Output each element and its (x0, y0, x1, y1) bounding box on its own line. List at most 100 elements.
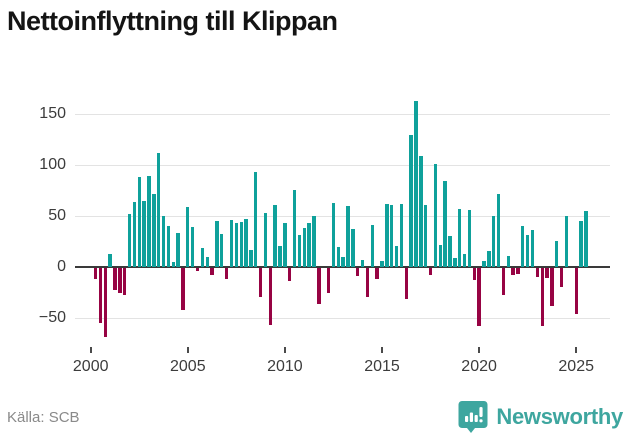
gridline-150 (75, 114, 610, 115)
x-axis-label-2025: 2025 (558, 358, 594, 375)
y-axis-label: 150 (39, 105, 66, 122)
bar (108, 254, 112, 267)
bar (288, 268, 292, 282)
bar (137, 177, 141, 267)
bar (244, 218, 248, 267)
bar (482, 260, 486, 267)
bar (210, 268, 214, 276)
bar (127, 213, 132, 267)
x-axis-label-2020: 2020 (461, 358, 497, 375)
bar (224, 268, 229, 280)
bar (521, 225, 525, 267)
bar (404, 268, 408, 299)
bar (98, 268, 103, 323)
x-tick-2015 (381, 347, 383, 353)
bar (356, 268, 360, 277)
bar (113, 268, 117, 291)
bar (574, 268, 578, 314)
bar (156, 152, 161, 267)
bar (278, 246, 282, 267)
bar (472, 268, 476, 281)
bar (360, 259, 365, 267)
bar (234, 222, 239, 267)
bar (93, 268, 98, 280)
bar (477, 268, 481, 327)
bar (122, 268, 127, 296)
x-axis-label-2005: 2005 (170, 358, 206, 375)
bar (516, 268, 520, 275)
bar (448, 236, 452, 267)
bar (443, 181, 447, 267)
x-axis-label-2010: 2010 (267, 358, 303, 375)
chart-title: Nettoinflyttning till Klippan (7, 6, 338, 36)
bar (423, 204, 428, 267)
bar (346, 205, 350, 267)
bar (326, 268, 331, 294)
bar (302, 228, 306, 267)
zero-axis-line (75, 265, 610, 268)
bar (462, 254, 467, 267)
bar (399, 203, 404, 267)
y-axis-label: 100 (39, 155, 66, 173)
y-axis-label: 50 (48, 206, 66, 224)
bar (254, 172, 258, 267)
bar (428, 268, 433, 276)
bar (312, 215, 316, 267)
bar (297, 235, 302, 267)
y-axis-label: −50 (38, 308, 66, 326)
bar (258, 268, 263, 297)
bar (545, 268, 549, 279)
bar (317, 268, 321, 304)
x-tick-2000 (89, 347, 92, 353)
bar (540, 268, 544, 327)
bar (530, 230, 535, 267)
bar (229, 219, 234, 267)
bar (161, 215, 166, 267)
bar (103, 268, 107, 338)
bar (351, 229, 355, 267)
bar (535, 268, 540, 278)
newsworthy-bubble-icon (458, 400, 488, 434)
bar (273, 204, 277, 267)
bar (132, 201, 137, 267)
bar (220, 234, 224, 267)
bar (525, 235, 530, 267)
bar (511, 268, 515, 276)
bar (186, 206, 190, 267)
bar (579, 220, 583, 267)
x-axis-label-2015: 2015 (364, 358, 400, 375)
x-axis-label-2000: 2000 (72, 358, 109, 375)
bar (564, 215, 569, 267)
gridline-50 (75, 215, 610, 217)
gridline--50 (75, 317, 610, 319)
bar (409, 135, 413, 267)
bar (555, 241, 559, 267)
bar (487, 251, 491, 267)
bar (375, 268, 379, 280)
bar (414, 100, 418, 267)
newsworthy-wordmark: Newsworthy (496, 404, 623, 429)
bar (496, 194, 501, 267)
bar (491, 215, 496, 267)
bar (331, 202, 336, 267)
bar (268, 268, 273, 325)
bar (249, 250, 253, 267)
bar (457, 208, 462, 267)
bar (584, 210, 588, 267)
x-tick-2020 (478, 347, 481, 353)
bar (171, 261, 175, 267)
bar (550, 268, 554, 306)
bar (453, 257, 457, 267)
bar (292, 190, 297, 267)
y-axis-label: 0 (57, 257, 66, 275)
bar (419, 155, 423, 267)
bar (205, 256, 209, 267)
x-tick-2005 (186, 347, 189, 353)
bar (559, 268, 564, 288)
bar (501, 268, 506, 296)
bar (195, 268, 200, 272)
bar (438, 245, 442, 267)
bar (341, 256, 345, 267)
